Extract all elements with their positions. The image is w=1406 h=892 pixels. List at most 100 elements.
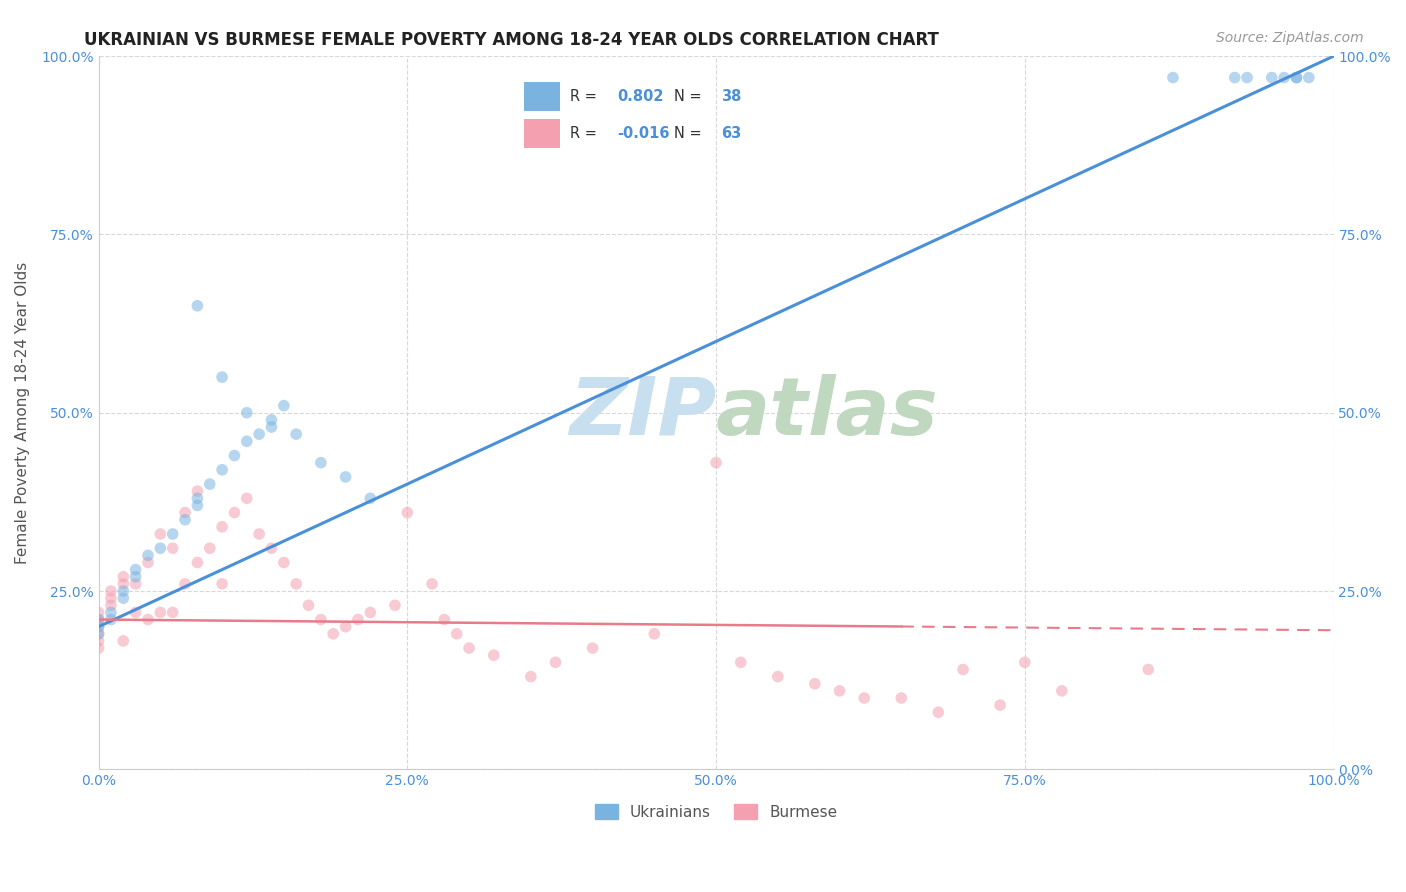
Point <box>162 527 184 541</box>
Point <box>136 556 159 570</box>
Point <box>581 641 603 656</box>
Legend: Ukrainians, Burmese: Ukrainians, Burmese <box>589 797 844 826</box>
Point <box>112 570 135 584</box>
Point <box>1161 70 1184 85</box>
Point <box>186 556 208 570</box>
Point <box>112 577 135 591</box>
Point <box>162 541 184 556</box>
Point <box>890 691 912 706</box>
Point <box>186 299 208 313</box>
Point <box>186 499 208 513</box>
Point <box>247 427 270 442</box>
Point <box>87 634 110 648</box>
Point <box>1236 70 1258 85</box>
Point <box>112 584 135 599</box>
Point <box>285 427 308 442</box>
Point <box>544 656 567 670</box>
Point <box>100 584 122 599</box>
Point <box>224 506 246 520</box>
Point <box>853 691 876 706</box>
Text: Source: ZipAtlas.com: Source: ZipAtlas.com <box>1216 31 1364 45</box>
Point <box>247 527 270 541</box>
Point <box>236 434 259 449</box>
Point <box>335 620 357 634</box>
Point <box>198 541 221 556</box>
Point <box>1223 70 1246 85</box>
Point <box>1285 70 1308 85</box>
Point <box>260 413 283 427</box>
Point <box>433 613 456 627</box>
Point <box>420 577 443 591</box>
Point <box>224 449 246 463</box>
Point <box>136 613 159 627</box>
Point <box>198 477 221 491</box>
Point <box>396 506 419 520</box>
Point <box>87 641 110 656</box>
Point <box>285 577 308 591</box>
Text: atlas: atlas <box>716 374 939 451</box>
Point <box>149 527 172 541</box>
Point <box>1272 70 1295 85</box>
Point <box>828 684 851 698</box>
Point <box>87 627 110 641</box>
Point <box>347 613 370 627</box>
Point <box>643 627 665 641</box>
Point <box>124 606 146 620</box>
Point <box>730 656 752 670</box>
Point <box>100 606 122 620</box>
Point <box>186 491 208 506</box>
Point <box>359 491 381 506</box>
Point <box>124 563 146 577</box>
Point <box>87 606 110 620</box>
Point <box>236 491 259 506</box>
Point <box>236 406 259 420</box>
Point <box>1014 656 1036 670</box>
Point <box>322 627 344 641</box>
Point <box>174 577 197 591</box>
Point <box>174 513 197 527</box>
Point <box>211 520 233 534</box>
Point <box>273 556 295 570</box>
Point <box>1298 70 1320 85</box>
Point <box>186 484 208 499</box>
Point <box>87 620 110 634</box>
Point <box>100 599 122 613</box>
Point <box>804 677 827 691</box>
Point <box>124 577 146 591</box>
Point <box>260 541 283 556</box>
Point <box>174 506 197 520</box>
Point <box>162 606 184 620</box>
Point <box>112 591 135 606</box>
Point <box>482 648 505 663</box>
Point <box>136 549 159 563</box>
Point <box>260 420 283 434</box>
Point <box>87 620 110 634</box>
Point <box>1285 70 1308 85</box>
Point <box>87 613 110 627</box>
Point <box>211 577 233 591</box>
Point <box>211 370 233 384</box>
Point <box>309 613 332 627</box>
Point <box>87 613 110 627</box>
Point <box>309 456 332 470</box>
Point <box>458 641 481 656</box>
Point <box>335 470 357 484</box>
Point <box>100 591 122 606</box>
Point <box>520 670 543 684</box>
Point <box>927 705 949 719</box>
Point <box>446 627 468 641</box>
Point <box>359 606 381 620</box>
Point <box>112 634 135 648</box>
Point <box>988 698 1011 712</box>
Point <box>384 599 406 613</box>
Y-axis label: Female Poverty Among 18-24 Year Olds: Female Poverty Among 18-24 Year Olds <box>15 261 30 564</box>
Text: UKRAINIAN VS BURMESE FEMALE POVERTY AMONG 18-24 YEAR OLDS CORRELATION CHART: UKRAINIAN VS BURMESE FEMALE POVERTY AMON… <box>84 31 939 49</box>
Point <box>273 399 295 413</box>
Point <box>1137 663 1160 677</box>
Point <box>124 570 146 584</box>
Point <box>100 613 122 627</box>
Point <box>704 456 727 470</box>
Point <box>297 599 319 613</box>
Point <box>211 463 233 477</box>
Point <box>149 606 172 620</box>
